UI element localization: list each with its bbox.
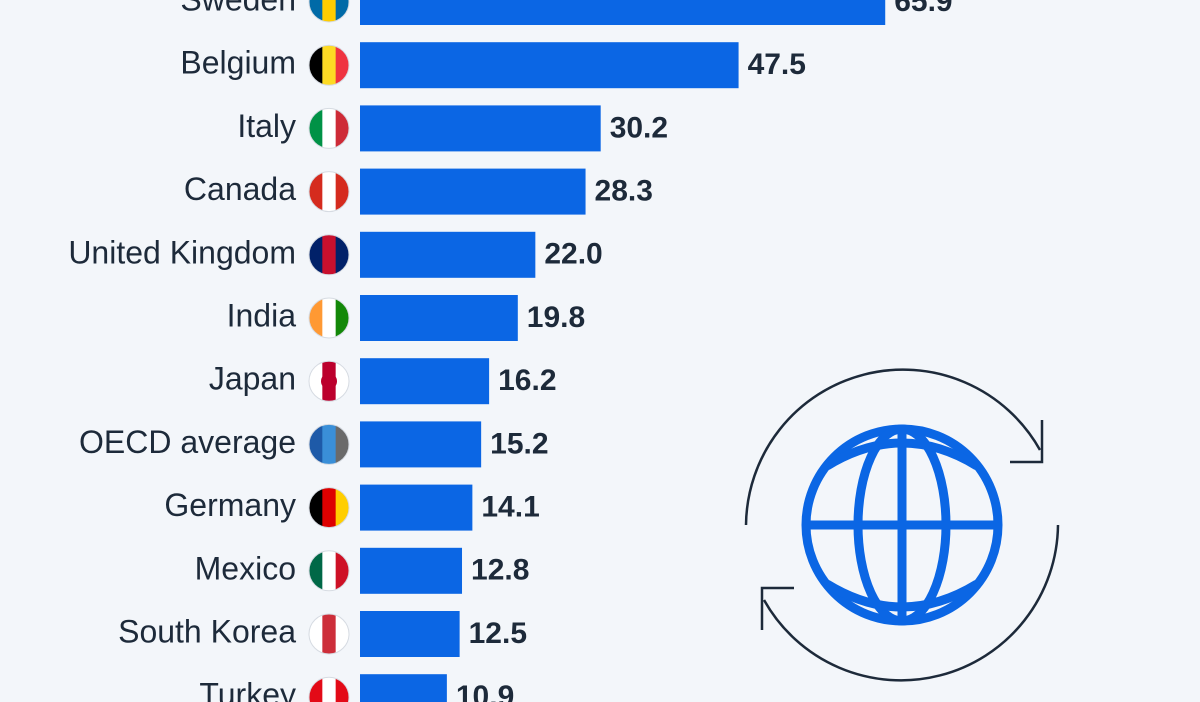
category-label: Canada xyxy=(184,171,296,207)
flag-stripe xyxy=(322,614,337,654)
flag-stripe xyxy=(322,45,337,86)
flag-stripe xyxy=(322,108,337,149)
flag-stripe xyxy=(309,550,323,591)
flag-stripe xyxy=(322,487,337,528)
value-label: 22.0 xyxy=(544,238,602,271)
flag-icon xyxy=(309,171,349,212)
flag-stripe xyxy=(309,677,323,702)
bar xyxy=(360,295,518,341)
flag-icon xyxy=(309,424,349,465)
flag-icon xyxy=(309,298,349,338)
flag-stripe xyxy=(322,677,337,702)
refresh-arrows xyxy=(744,368,1060,682)
bar xyxy=(360,547,463,594)
flag-icon xyxy=(309,234,349,275)
category-label: OECD average xyxy=(79,424,296,460)
flag-stripe xyxy=(309,171,323,212)
flag-border xyxy=(308,360,350,402)
flag-stripe xyxy=(322,234,337,275)
bar xyxy=(360,168,586,215)
value-label: 28.3 xyxy=(595,175,653,208)
flag-icon xyxy=(309,677,349,702)
flag-stripe xyxy=(335,45,349,86)
flag-icon xyxy=(309,614,349,654)
flag-stripe xyxy=(309,361,323,402)
flag-stripe xyxy=(309,45,323,86)
flag-stripe xyxy=(309,298,323,338)
flag-dot xyxy=(321,373,337,390)
flag-stripe xyxy=(335,298,349,338)
flag-stripe xyxy=(322,298,337,338)
value-label: 10.9 xyxy=(456,680,514,702)
category-label: Belgium xyxy=(180,45,296,81)
flag-stripe xyxy=(335,361,349,402)
flag-icon xyxy=(309,361,349,402)
flag-stripe xyxy=(335,550,349,591)
flag-stripe xyxy=(309,234,323,275)
flag-border xyxy=(308,171,350,213)
flag-icon xyxy=(309,0,349,22)
flag-icon xyxy=(309,45,349,86)
flag-stripe xyxy=(309,424,323,465)
globe-icon xyxy=(801,424,1003,626)
bar xyxy=(360,358,490,405)
category-label: South Korea xyxy=(118,613,296,649)
value-label: 12.8 xyxy=(471,554,529,587)
flag-stripe xyxy=(322,171,337,212)
bar xyxy=(360,0,886,25)
bar xyxy=(360,105,601,152)
value-label: 30.2 xyxy=(610,111,668,144)
flag-stripe xyxy=(335,0,349,22)
category-label: India xyxy=(227,297,297,333)
bar xyxy=(360,674,447,702)
flag-stripe xyxy=(322,424,337,465)
flag-icon xyxy=(309,487,349,528)
flag-stripe xyxy=(309,614,323,654)
bar xyxy=(360,421,482,468)
bar xyxy=(360,484,473,531)
category-label: Italy xyxy=(237,108,296,144)
bar xyxy=(360,231,536,278)
category-label: United Kingdom xyxy=(68,234,296,270)
category-label: Mexico xyxy=(195,550,296,586)
flag-border xyxy=(308,550,350,592)
flag-stripe xyxy=(335,108,349,149)
flag-border xyxy=(308,44,350,86)
value-label: 16.2 xyxy=(498,364,556,397)
value-label: 12.5 xyxy=(469,617,527,650)
category-label: Sweden xyxy=(180,0,296,17)
flag-border xyxy=(308,613,350,655)
flag-stripe xyxy=(335,487,349,528)
flag-stripe xyxy=(335,424,349,465)
flag-border xyxy=(308,487,350,529)
value-label: 14.1 xyxy=(481,491,539,524)
category-label: Japan xyxy=(209,361,296,397)
flag-border xyxy=(308,0,350,23)
flag-icon xyxy=(309,550,349,591)
category-label: Turkey xyxy=(199,677,296,702)
flag-border xyxy=(308,297,350,339)
flag-stripe xyxy=(335,234,349,275)
value-label: 15.2 xyxy=(490,427,548,460)
value-label: 47.5 xyxy=(748,48,806,81)
flag-stripe xyxy=(309,108,323,149)
flag-icon xyxy=(309,108,349,149)
flag-border xyxy=(308,234,350,276)
value-label: 19.8 xyxy=(527,301,585,334)
flag-border xyxy=(308,107,350,149)
bar xyxy=(360,42,739,89)
flag-stripe xyxy=(335,614,349,654)
flag-stripe xyxy=(322,0,337,22)
flag-stripe xyxy=(335,171,349,212)
flag-stripe xyxy=(322,550,337,591)
category-label: Germany xyxy=(164,487,296,523)
flag-border xyxy=(308,676,350,702)
flag-stripe xyxy=(309,487,323,528)
value-label: 65.9 xyxy=(894,0,952,18)
bar xyxy=(360,611,460,657)
flag-border xyxy=(308,423,350,465)
